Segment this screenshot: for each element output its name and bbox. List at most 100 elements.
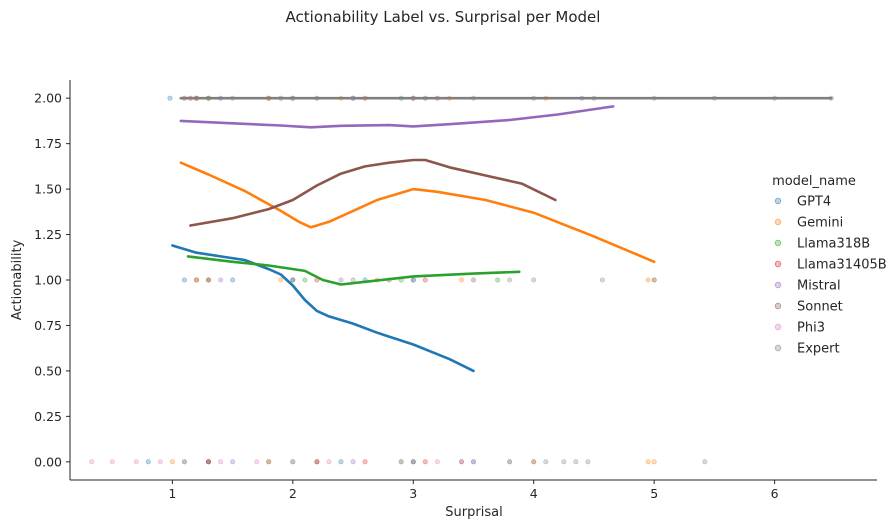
y-tick-label-0.75: 0.75 [34,318,62,333]
point-llama318b-3 [206,277,212,283]
point-gemini-16 [645,459,651,465]
point-phi3-11 [434,459,440,465]
y-tick-label-2.00: 2.00 [34,91,62,106]
point-sonnet-8 [314,459,320,465]
point-expert-18 [573,459,579,465]
legend-items: GPT4 Gemini Llama318B Llama31405B Mistral Son… [774,195,887,357]
point-expert-9 [350,277,356,283]
point-phi3-9 [362,459,368,465]
legend-label-phi3: Phi3 [797,321,825,336]
point-gemini-11 [169,459,175,465]
point-expert-20 [702,459,708,465]
point-gemini-5 [194,277,200,283]
point-sonnet-4 [290,277,296,283]
point-phi3-3 [157,459,163,465]
point-phi3-8 [326,459,332,465]
y-axis-label: Actionability [10,239,25,320]
x-tick-label-1: 1 [168,486,176,501]
point-expert-11 [507,277,513,283]
legend-marker-llama31405b [774,260,782,268]
x-tick-label-5: 5 [650,486,658,501]
legend-label-gemini: Gemini [797,216,843,231]
point-llama318b-8 [290,459,296,465]
point-phi3-2 [133,459,139,465]
legend-label-llama318b: Llama318B [797,237,870,252]
legend-label-sonnet: Sonnet [797,300,843,315]
point-gpt4-14 [410,459,416,465]
scatter-layer [89,95,834,465]
point-expert-12 [531,277,537,283]
point-sonnet-9 [410,459,416,465]
point-expert-17 [561,459,567,465]
legend-marker-phi3 [774,323,782,331]
point-phi3-5 [218,459,224,465]
point-gpt4-13 [338,459,344,465]
point-phi3-4 [181,459,187,465]
point-gpt4-6 [230,277,236,283]
point-gpt4-15 [470,459,476,465]
point-phi3-6 [254,459,260,465]
point-mistral-7 [350,459,356,465]
point-gpt4-0 [167,95,173,101]
point-sonnet-6 [470,277,476,283]
point-gpt4-10 [145,459,151,465]
point-expert-15 [531,459,537,465]
point-llama31405b-6 [206,277,212,283]
y-tick-label-0.25: 0.25 [34,409,62,424]
point-expert-16 [543,459,549,465]
point-llama31405b-8 [422,277,428,283]
point-gpt4-12 [266,459,272,465]
point-gemini-9 [645,277,651,283]
point-gemini-17 [651,459,657,465]
trend-line-gemini [179,161,656,264]
legend-marker-gpt4 [774,197,782,205]
trend-layer [171,96,833,373]
point-phi3-12 [470,459,476,465]
trend-line-mistral [179,105,615,129]
point-gemini-13 [362,459,368,465]
point-gemini-15 [531,459,537,465]
y-tick-label-1.25: 1.25 [34,227,62,242]
point-llama31405b-10 [314,459,320,465]
point-mistral-4 [218,277,224,283]
point-llama318b-10 [507,459,513,465]
trend-line-sonnet [189,158,557,227]
point-expert-14 [651,277,657,283]
trend-line-llama318b [186,255,521,286]
x-tick-label-4: 4 [530,486,538,501]
point-mistral-5 [338,277,344,283]
point-phi3-10 [398,459,404,465]
plot-area [89,95,834,465]
legend-label-mistral: Mistral [797,279,841,294]
point-gemini-10 [651,277,657,283]
legend-marker-expert [774,344,782,352]
point-phi3-1 [109,459,115,465]
point-expert-19 [585,459,591,465]
x-axis-ticks: 1 2 3 4 5 6 [168,480,779,501]
point-phi3-0 [89,459,95,465]
point-sonnet-3 [194,277,200,283]
x-axis-label: Surprisal [445,505,502,520]
x-tick-label-6: 6 [771,486,779,501]
x-tick-label-2: 2 [289,486,297,501]
point-gemini-12 [266,459,272,465]
point-gemini-14 [458,459,464,465]
y-tick-label-1.50: 1.50 [34,182,62,197]
legend-label-expert: Expert [797,342,840,357]
y-axis-ticks: 0.00 0.25 0.50 0.75 1.00 1.25 1.50 1.75 2.00 [34,91,70,469]
legend-title: model_name [772,174,856,189]
point-llama318b-9 [398,459,404,465]
point-gpt4-7 [290,277,296,283]
point-llama318b-7 [181,459,187,465]
point-mistral-6 [230,459,236,465]
legend-marker-mistral [774,281,782,289]
x-tick-label-3: 3 [409,486,417,501]
legend-marker-gemini [774,218,782,226]
y-tick-label-1.75: 1.75 [34,136,62,151]
legend-label-llama31405b: Llama31405B [797,258,887,273]
point-llama31405b-9 [206,459,212,465]
legend-label-gpt4: GPT4 [797,195,831,210]
point-phi3-7 [290,459,296,465]
point-gpt4-5 [181,277,187,283]
